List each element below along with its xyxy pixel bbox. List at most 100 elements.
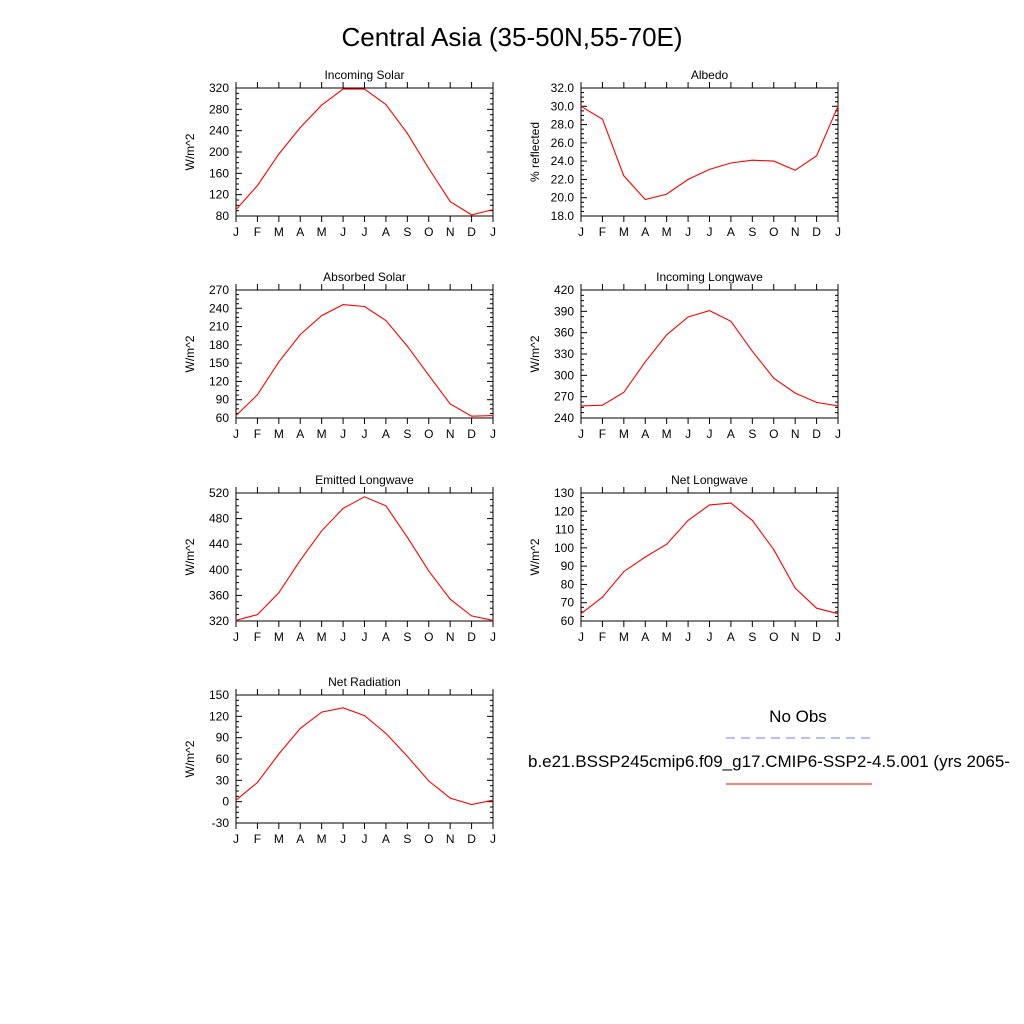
y-tick-label: 80 [561,577,575,591]
x-tick-label: M [274,832,284,846]
x-tick-label: J [362,427,368,441]
data-point [406,536,408,538]
x-tick-label: J [835,630,841,644]
data-point [406,755,408,757]
panel-emitted-longwave: Emitted Longwave W/m^2 320 360 400 440 480 520 J… [183,473,496,644]
x-tick-label: J [490,427,496,441]
data-point [492,619,494,621]
panel-absorbed-solar: Absorbed Solar W/m^2 60 90 120 150 180 210 240 27… [183,270,496,441]
y-tick-label: 440 [209,537,229,551]
y-tick-label: 420 [554,283,574,297]
data-point [687,519,689,521]
x-tick-label: F [599,427,606,441]
data-point [773,160,775,162]
data-point [471,615,473,617]
x-tick-label: A [296,630,304,644]
x-tick-label: N [446,427,455,441]
x-tick-label: F [254,427,261,441]
x-tick-label: A [641,225,649,239]
x-tick-label: J [685,630,691,644]
x-tick-label: M [619,630,629,644]
data-point [751,519,753,521]
data-point [256,185,258,187]
data-point [601,404,603,406]
x-tick-label: F [254,225,261,239]
plot-frame [580,492,839,622]
data-point [342,707,344,709]
y-tick-label: 270 [554,390,574,404]
data-point [364,496,365,498]
x-tick-label: J [578,630,584,644]
data-point [687,178,689,180]
y-tick-label: 70 [561,596,575,610]
panel-title: Albedo [691,68,729,82]
data-point [816,401,818,403]
series-line [580,310,839,407]
data-point [580,613,582,615]
y-tick-label: 150 [209,688,229,702]
y-tick-label: 26.0 [551,136,575,150]
plot-frame [235,492,494,622]
data-point [364,88,365,90]
y-tick-label: 240 [209,124,229,138]
x-tick-label: J [362,630,368,644]
x-tick-label: O [424,832,433,846]
panel-incoming-solar: Incoming Solar W/m^2 80 120 160 200 240 280 320 J… [183,68,496,239]
data-point [816,155,818,157]
x-tick-label: A [727,630,735,644]
data-point [256,782,258,783]
data-point [666,193,668,195]
x-tick-label: J [835,225,841,239]
y-tick-label: 400 [209,563,229,577]
y-tick-label: 360 [209,588,229,602]
y-tick-label: 120 [209,374,229,388]
x-tick-label: J [490,832,496,846]
panel-albedo: Albedo % reflected 18.0 20.0 22.0 24.0 26.0 28.… [528,68,841,239]
y-tick-label: 120 [554,504,574,518]
x-tick-label: A [296,832,304,846]
data-point [364,715,365,717]
data-point [321,711,323,713]
data-point [256,394,258,396]
data-point [773,549,775,551]
panel-title: Incoming Longwave [656,270,763,284]
data-point [321,530,323,532]
data-point [449,403,451,405]
data-point [709,310,710,312]
x-tick-label: F [254,630,261,644]
panel-title: Absorbed Solar [323,270,406,284]
data-point [837,613,839,615]
chart-panels: Incoming Solar W/m^2 80 120 160 200 240 280 320 J… [183,68,841,846]
x-tick-label: J [490,630,496,644]
data-point [687,316,689,318]
y-tick-label: 90 [561,559,575,573]
y-axis-label: W/m^2 [183,133,197,170]
data-point [471,804,473,805]
y-tick-label: 24.0 [551,154,575,168]
plot-frame [580,87,839,217]
data-point [299,127,301,128]
x-tick-label: A [382,630,390,644]
x-tick-label: J [685,427,691,441]
y-tick-label: 60 [216,752,230,766]
y-axis-label: W/m^2 [183,335,197,372]
data-point [256,614,258,616]
x-tick-label: J [362,832,368,846]
series-line [580,502,839,615]
x-tick-label: M [619,427,629,441]
y-tick-label: 180 [209,338,229,352]
x-tick-label: A [641,427,649,441]
data-point [816,607,818,609]
data-point [709,504,710,506]
data-point [299,559,301,561]
series-line [580,105,839,201]
x-tick-label: S [748,630,756,644]
y-tick-label: 30 [216,773,230,787]
data-point [751,350,753,352]
y-axis-label: W/m^2 [183,538,197,575]
data-point [794,392,796,394]
y-tick-label: 480 [209,512,229,526]
